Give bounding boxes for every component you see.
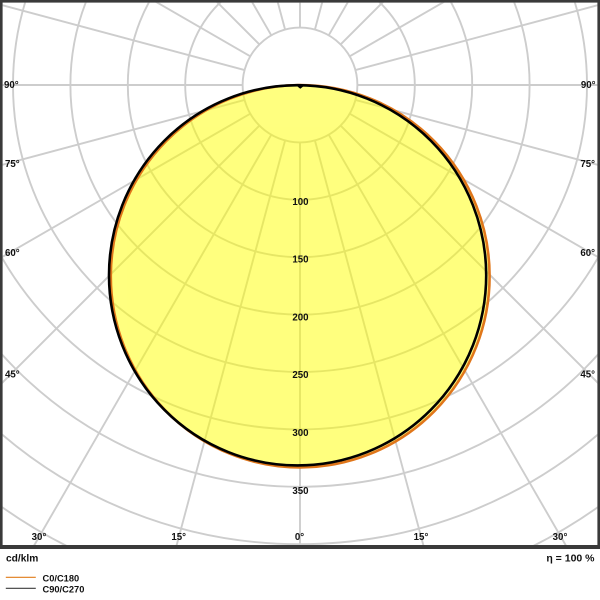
svg-text:350: 350: [292, 486, 308, 497]
svg-text:C0/C180: C0/C180: [43, 573, 80, 583]
svg-text:150: 150: [292, 255, 308, 266]
svg-text:C90/C270: C90/C270: [43, 584, 85, 594]
svg-text:45°: 45°: [580, 369, 595, 380]
svg-text:30°: 30°: [32, 532, 47, 543]
svg-text:200: 200: [292, 312, 308, 323]
svg-text:90°: 90°: [581, 80, 596, 91]
svg-text:0°: 0°: [295, 532, 304, 543]
svg-text:300: 300: [292, 428, 308, 439]
svg-text:250: 250: [292, 370, 308, 381]
svg-text:cd/klm: cd/klm: [6, 554, 38, 565]
svg-text:15°: 15°: [171, 532, 186, 543]
svg-text:75°: 75°: [5, 159, 20, 170]
svg-text:30°: 30°: [553, 532, 568, 543]
svg-text:60°: 60°: [580, 248, 595, 259]
svg-text:45°: 45°: [5, 369, 20, 380]
svg-text:60°: 60°: [5, 248, 20, 259]
svg-text:100: 100: [292, 197, 308, 208]
svg-text:75°: 75°: [580, 159, 595, 170]
svg-text:15°: 15°: [414, 532, 429, 543]
svg-text:90°: 90°: [4, 80, 19, 91]
svg-text:η = 100 %: η = 100 %: [546, 553, 595, 565]
